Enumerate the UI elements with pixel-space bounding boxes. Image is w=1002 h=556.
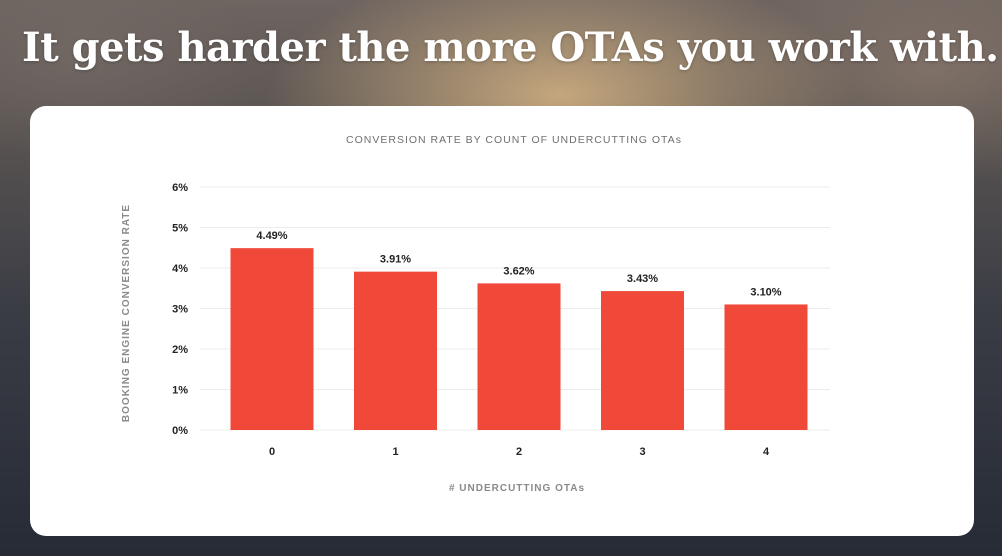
y-tick-label: 4% [172,263,188,275]
bar-0 [230,248,314,430]
data-labels: 4.49% 3.91% 3.62% 3.43% 3.10% [256,230,781,298]
data-label: 3.62% [503,265,534,277]
bar-chart: CONVERSION RATE BY COUNT OF UNDERCUTTING… [121,134,830,494]
page-headline: It gets harder the more OTAs you work wi… [22,24,999,71]
y-tick-label: 6% [172,182,188,194]
chart-card: CONVERSION RATE BY COUNT OF UNDERCUTTING… [30,106,974,536]
data-label: 3.10% [750,286,781,298]
bar-4 [724,304,808,430]
x-tick-label: 4 [763,446,770,458]
x-tick-label: 1 [392,446,398,458]
bar-1 [354,271,437,430]
chart-title: CONVERSION RATE BY COUNT OF UNDERCUTTING… [346,134,682,146]
y-tick-label: 2% [172,344,188,356]
x-tick-label: 2 [516,446,522,458]
bar-2 [477,283,561,430]
x-tick-label: 3 [639,446,645,458]
bars [230,248,808,430]
y-axis-label: BOOKING ENGINE CONVERSION RATE [121,204,132,422]
x-axis-ticks: 0 1 2 3 4 [269,446,770,458]
x-axis-label: # UNDERCUTTING OTAs [449,483,585,494]
y-tick-label: 0% [172,425,188,437]
y-tick-label: 3% [172,304,188,316]
data-label: 3.91% [380,254,411,266]
y-tick-label: 5% [172,223,188,235]
y-axis-ticks: 0% 1% 2% 3% 4% 5% 6% [172,182,188,437]
y-tick-label: 1% [172,385,188,397]
data-label: 4.49% [256,230,287,242]
bar-3 [601,291,684,430]
x-tick-label: 0 [269,446,275,458]
data-label: 3.43% [627,273,658,285]
